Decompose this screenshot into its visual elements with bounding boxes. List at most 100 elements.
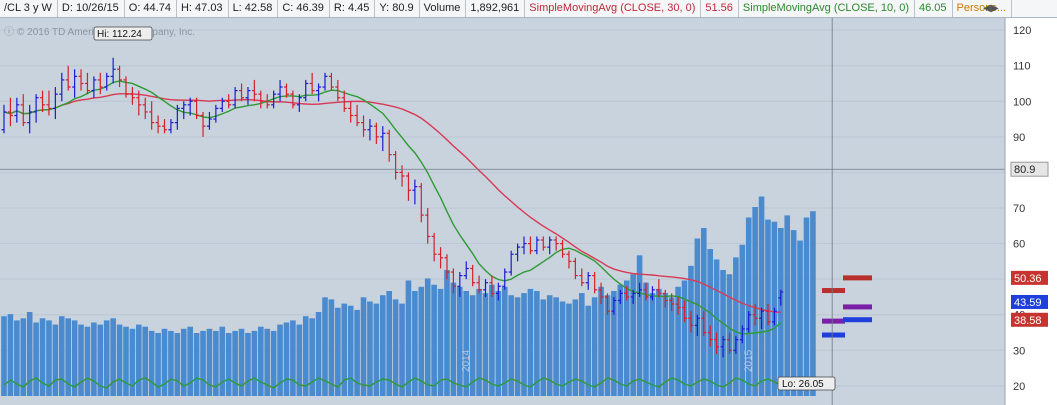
year-label: 2014 (461, 349, 472, 372)
volume-bar (752, 207, 758, 396)
volume-bar (155, 333, 161, 396)
volume-bar (501, 286, 508, 396)
volume-bar (84, 326, 91, 396)
volume-bar (58, 316, 65, 396)
sma30-label[interactable]: SimpleMovingAvg (CLOSE, 30, 0) (525, 0, 702, 17)
volume-bar (534, 291, 540, 396)
volume-bar (148, 330, 155, 396)
volume-bar (546, 295, 553, 396)
volume-bar (168, 330, 174, 396)
volume-bar (559, 301, 566, 396)
pivot-levels (822, 275, 872, 338)
volume-bar (444, 270, 450, 396)
volume-bar (116, 324, 123, 396)
volume-bar (213, 330, 219, 396)
persons-line-path (3, 377, 807, 389)
volume-bar (733, 257, 739, 396)
volume-bar (277, 324, 283, 396)
chevron-icons[interactable]: ◀▶ (983, 3, 999, 14)
volume-bar (283, 322, 290, 396)
volume-bar (810, 211, 816, 396)
volume-bar (662, 293, 669, 396)
volume-bar (180, 328, 187, 396)
y-tick-label: 30 (1013, 345, 1025, 357)
y-tick-label: 70 (1013, 203, 1025, 215)
volume-bar (797, 240, 803, 396)
volume-bar (136, 324, 142, 396)
low-readout: L: 42.58 (229, 0, 279, 17)
volume-bar (469, 295, 476, 396)
volume-bar (110, 318, 116, 396)
pivot-level (843, 317, 872, 323)
volume-bar (379, 295, 386, 396)
volume-bar (161, 328, 168, 396)
persons-label[interactable]: Persons... (953, 0, 1013, 17)
volume-bar (14, 320, 20, 396)
volume-bar (392, 299, 399, 396)
ohlc-bars (1, 57, 784, 358)
volume-bar (367, 301, 373, 396)
volume-bar (482, 293, 489, 396)
volume-label[interactable]: Volume (420, 0, 467, 17)
crosshair (0, 18, 1005, 405)
pivot-level (822, 288, 845, 294)
volume-bar (78, 324, 84, 396)
volume-bar (232, 330, 238, 396)
volume-bar (521, 293, 527, 396)
volume-bar (656, 288, 662, 396)
symbol-label[interactable]: /CL 3 y W (0, 0, 58, 17)
header-bar: /CL 3 y W D: 10/26/15 O: 44.74 H: 47.03 L: 4… (0, 0, 1057, 18)
volume-bar (572, 299, 579, 396)
sma30-value: 51.56 (701, 0, 739, 17)
volume-bar (328, 299, 335, 396)
copyright-icon: ⓘ (4, 26, 14, 38)
volume-bar (681, 280, 688, 396)
y-tick-label: 60 (1013, 239, 1025, 251)
price-tag-box (1011, 270, 1048, 285)
volume-bar (617, 284, 624, 396)
volume-bar (20, 318, 27, 396)
volume-bars (1, 196, 816, 396)
high-readout: H: 47.03 (177, 0, 229, 17)
price-tag-box (1011, 312, 1048, 327)
volume-bar (424, 278, 431, 396)
volume-bar (623, 280, 630, 396)
y-tick-label: 20 (1013, 381, 1025, 393)
sma10-label[interactable]: SimpleMovingAvg (CLOSE, 10, 0) (739, 0, 916, 17)
volume-bar (341, 303, 348, 396)
volume-bar (643, 282, 649, 396)
volume-bar (579, 293, 585, 396)
price-tag-box (1010, 161, 1049, 177)
volume-bar (450, 282, 457, 396)
volume-bar (591, 297, 598, 396)
volume-bar (373, 303, 380, 396)
volume-bar (495, 291, 502, 396)
volume-bar (264, 328, 271, 396)
volume-bar (91, 322, 97, 396)
volume-bar (598, 286, 604, 396)
volume-bar (26, 312, 33, 396)
volume-bar (335, 307, 341, 396)
volume-bar (296, 324, 303, 396)
volume-bar (129, 328, 136, 396)
volume-bar (636, 255, 643, 396)
volume-bar (65, 318, 71, 396)
volume-bar (103, 320, 110, 396)
volume-bar (675, 286, 681, 396)
price-tag-label: 50.36 (1014, 273, 1042, 285)
price-axis-bg (1005, 18, 1057, 405)
volume-bar (463, 291, 470, 396)
lo-label-box (777, 376, 836, 391)
volume-bar (39, 318, 46, 396)
volume-bar (219, 326, 226, 396)
open-readout: O: 44.74 (125, 0, 177, 17)
volume-bar (187, 326, 193, 396)
hi-label-box (93, 26, 153, 41)
volume-bar (174, 333, 181, 396)
volume-bar (713, 259, 720, 396)
sma10-value: 46.05 (915, 0, 953, 17)
volume-bar (437, 288, 444, 396)
volume-bar (33, 322, 39, 396)
volume-bar (585, 305, 592, 396)
volume-bar (302, 316, 309, 396)
